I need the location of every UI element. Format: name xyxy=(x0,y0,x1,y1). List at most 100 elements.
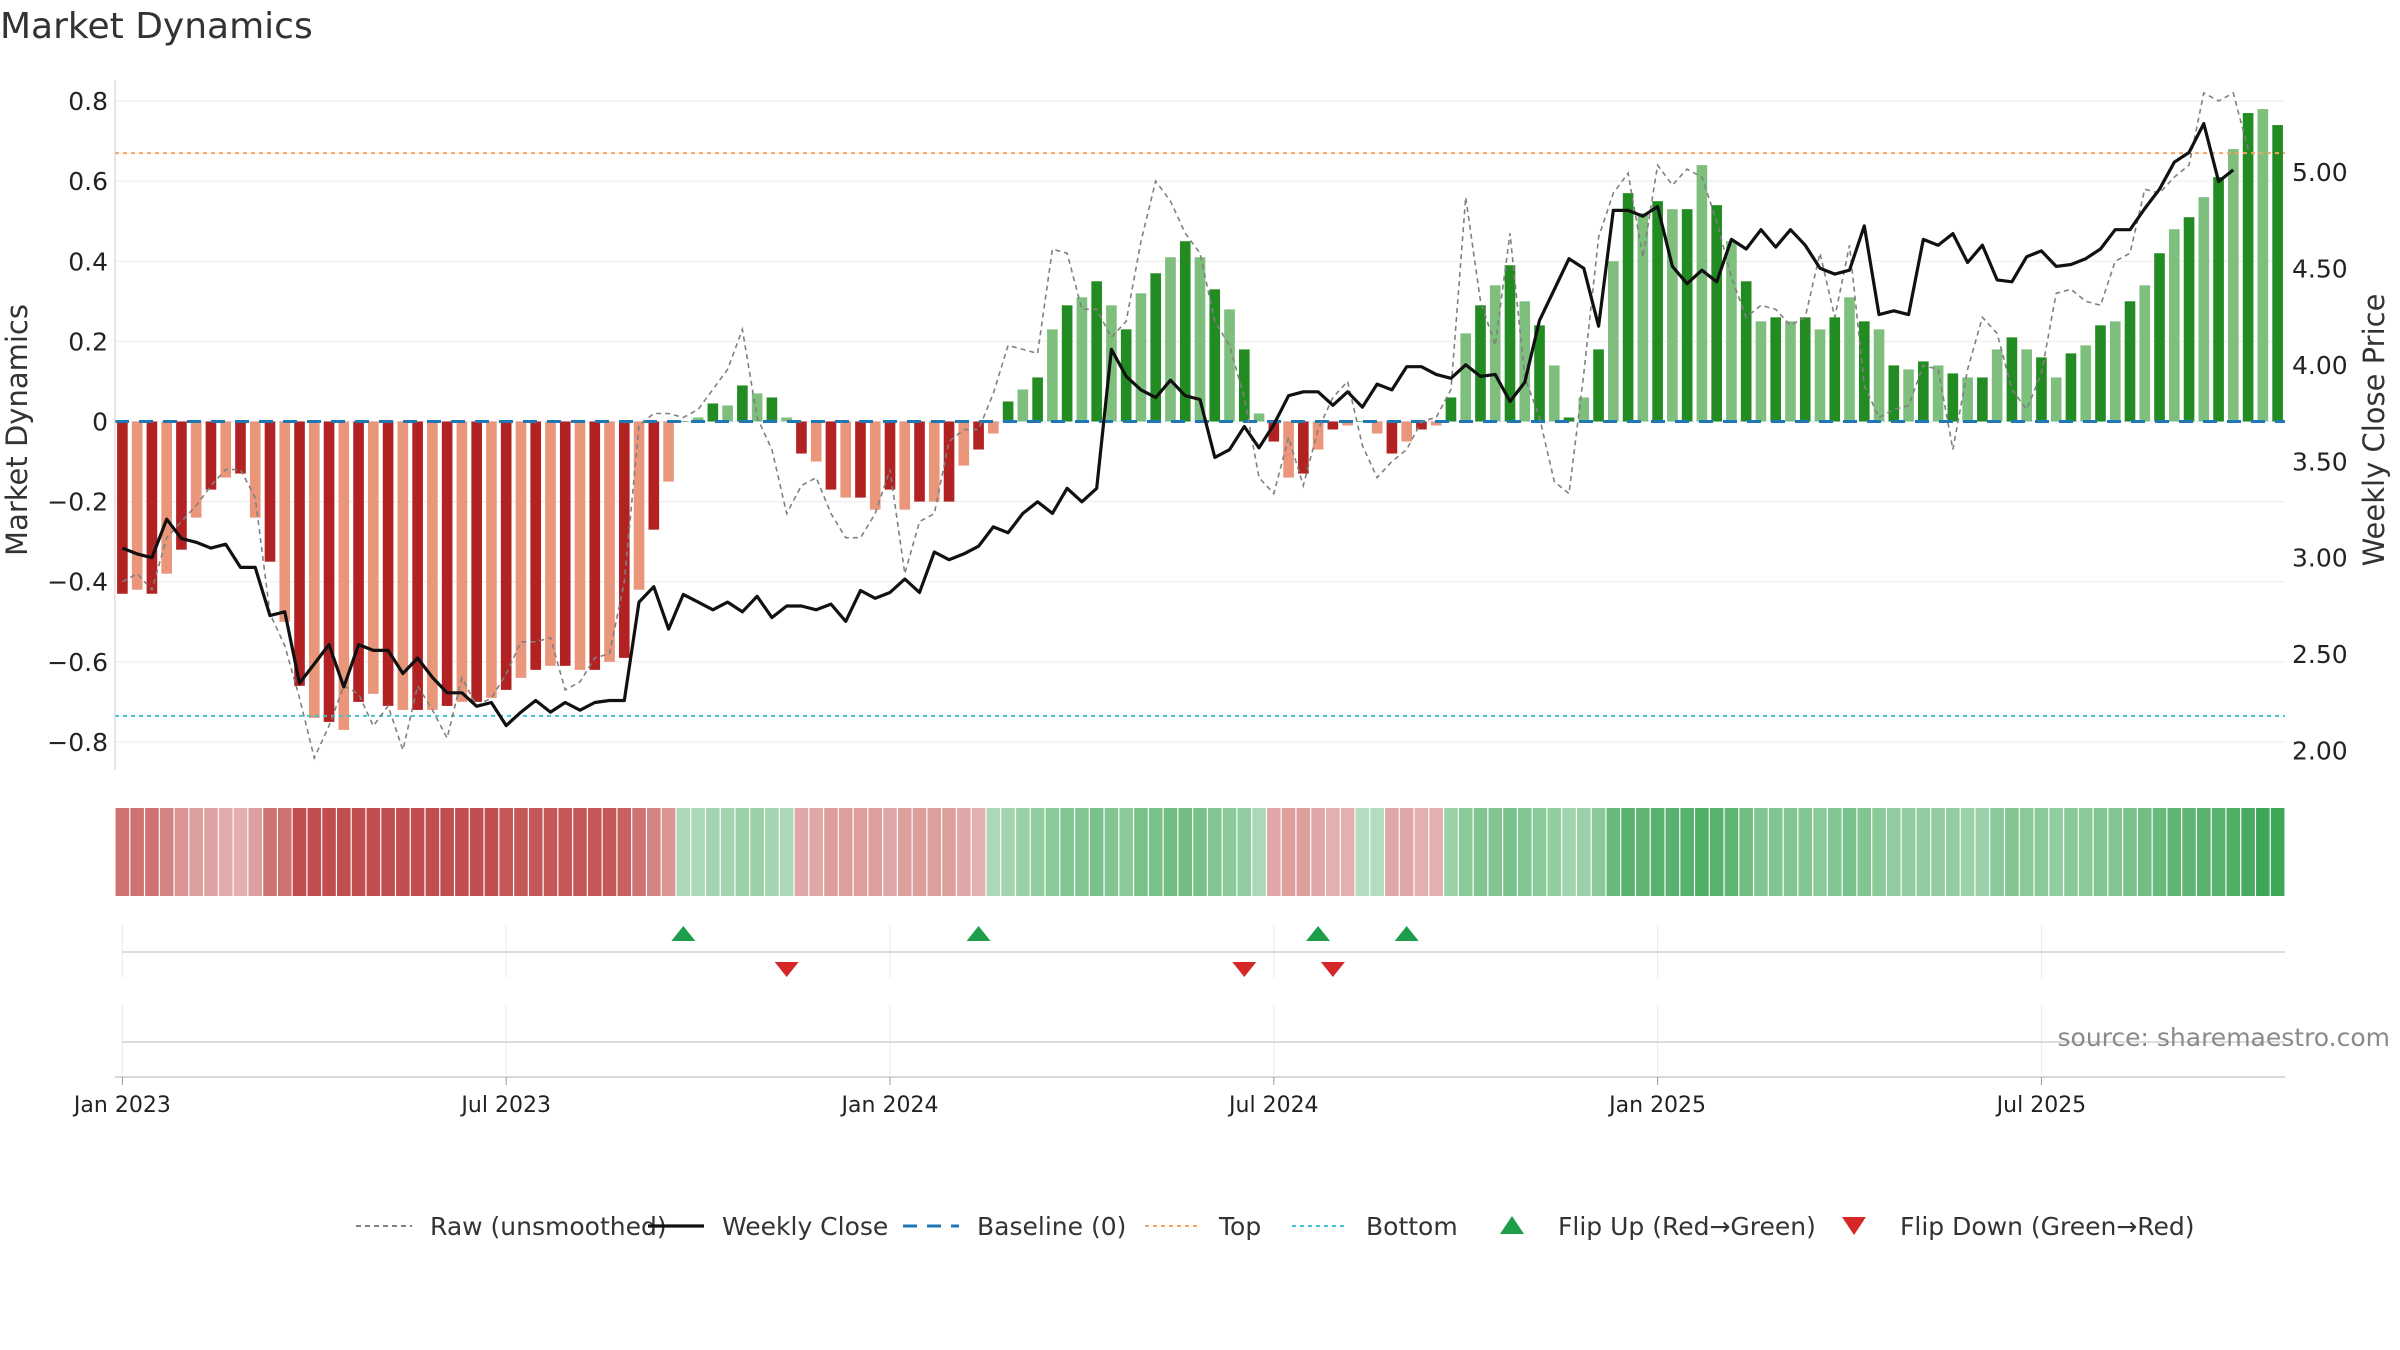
dynamics-bar xyxy=(2095,325,2106,422)
regime-cell xyxy=(543,808,558,896)
dynamics-bar xyxy=(190,421,202,518)
regime-cell xyxy=(602,808,617,896)
dynamics-bar xyxy=(308,421,320,718)
dynamics-bar xyxy=(884,421,896,490)
regime-cell xyxy=(1444,808,1458,896)
dynamics-bar xyxy=(1903,369,1914,422)
dynamics-bar xyxy=(2228,149,2239,422)
dynamics-bar xyxy=(338,421,350,730)
dynamics-bar xyxy=(1652,201,1663,422)
dynamics-bar xyxy=(235,421,246,474)
regime-cell xyxy=(779,808,794,896)
dynamics-bar xyxy=(131,421,143,590)
regime-cell xyxy=(130,808,144,896)
regime-cell xyxy=(204,808,218,896)
dynamics-bar xyxy=(648,421,660,530)
legend-label: Baseline (0) xyxy=(977,1212,1126,1241)
dynamics-bar xyxy=(1165,257,1176,422)
weekly-close-line xyxy=(121,121,2235,728)
dynamics-bar xyxy=(1991,349,2003,422)
dynamics-bar xyxy=(1135,293,1147,422)
regime-cell xyxy=(2078,808,2093,896)
dynamics-bar xyxy=(869,421,881,510)
dynamics-bar xyxy=(2065,353,2077,422)
dynamics-bar xyxy=(678,421,689,422)
y-left-tick-label: 0.2 xyxy=(68,327,108,356)
regime-cell xyxy=(558,808,573,896)
dynamics-bar xyxy=(205,421,217,490)
regime-cell xyxy=(1827,808,1842,896)
regime-cell xyxy=(971,808,986,896)
regime-cell xyxy=(1370,808,1384,896)
dynamics-bar xyxy=(810,421,822,462)
regime-cell xyxy=(455,808,469,896)
regime-cell xyxy=(750,808,764,896)
regime-cell xyxy=(159,808,174,896)
flip-panel xyxy=(121,925,2285,978)
regime-cell xyxy=(337,808,351,896)
dynamics-bar xyxy=(1770,317,1782,422)
regime-cell xyxy=(883,808,897,896)
regime-strip xyxy=(115,808,2285,896)
dynamics-bar xyxy=(2080,345,2092,422)
dynamics-bar xyxy=(249,421,261,518)
dynamics-bar xyxy=(1342,421,1353,426)
regime-cell xyxy=(1695,808,1709,896)
dynamics-bar xyxy=(1032,377,1043,422)
legend-item-top: Top xyxy=(1145,1212,1261,1241)
legend-label: Flip Down (Green→Red) xyxy=(1900,1212,2195,1241)
regime-cell xyxy=(469,808,484,896)
dynamics-bar xyxy=(279,421,291,622)
legend-item-close: Weekly Close xyxy=(648,1212,888,1241)
y-right-tick-label: 4.00 xyxy=(2292,351,2348,380)
regime-cell xyxy=(1296,808,1311,896)
regime-cell xyxy=(2093,808,2108,896)
dynamics-bar xyxy=(1430,421,1442,426)
regime-cell xyxy=(2152,808,2167,896)
legend-item-flip-up: Flip Up (Red→Green) xyxy=(1500,1212,1816,1241)
regime-cell xyxy=(661,808,676,896)
series-lines xyxy=(121,91,2249,761)
dynamics-bar xyxy=(1401,421,1412,442)
dynamics-bar xyxy=(840,421,852,498)
date-axis: Jan 2023 Jul 2023 Jan 2024 Jul 2024 Jan 2025… xyxy=(72,1077,2086,1118)
regime-cell xyxy=(1636,808,1650,896)
dynamics-bar xyxy=(2139,285,2151,422)
regime-cell xyxy=(1946,808,1960,896)
regime-cell xyxy=(1311,808,1325,896)
regime-cell xyxy=(2034,808,2049,896)
regime-cell xyxy=(2019,808,2034,896)
regime-cell xyxy=(2270,808,2285,896)
regime-cell xyxy=(1562,808,1576,896)
regime-cell xyxy=(1267,808,1281,896)
dynamics-bar xyxy=(146,421,158,594)
dynamics-bar xyxy=(397,421,409,710)
dynamics-bar xyxy=(899,421,911,510)
regime-cell xyxy=(381,808,395,896)
dynamics-bar xyxy=(1150,273,1162,422)
regime-cell xyxy=(2241,808,2255,896)
regime-cell xyxy=(942,808,956,896)
regime-cell xyxy=(425,808,440,896)
regime-cell xyxy=(1134,808,1148,896)
flip-down-marker xyxy=(1232,962,1257,977)
regime-cell xyxy=(1901,808,1916,896)
regime-cell xyxy=(573,808,587,896)
dynamics-bar xyxy=(796,421,807,454)
dynamics-bar xyxy=(1357,421,1368,422)
y-right-tick-label: 2.00 xyxy=(2292,737,2348,766)
dynamics-bar xyxy=(412,421,423,710)
regime-cell xyxy=(292,808,307,896)
dynamics-bar xyxy=(1888,365,1900,422)
dynamics-bar xyxy=(2242,113,2254,422)
dynamics-bar xyxy=(988,421,999,434)
regime-cell xyxy=(2182,808,2196,896)
dynamics-bar xyxy=(1622,193,1634,422)
regime-cell xyxy=(1813,808,1827,896)
regime-cell xyxy=(2137,808,2152,896)
regime-cell xyxy=(824,808,838,896)
dynamics-bar xyxy=(2124,301,2136,422)
regime-cell xyxy=(853,808,868,896)
regime-cell xyxy=(2064,808,2078,896)
regime-cell xyxy=(1621,808,1635,896)
